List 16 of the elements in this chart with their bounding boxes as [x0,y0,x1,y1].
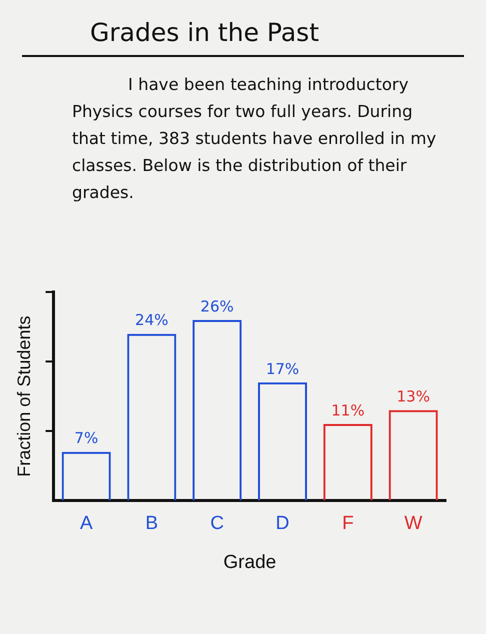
x-tick-label: W [404,513,422,534]
x-tick-label: C [210,513,224,534]
data-label: 7% [74,429,98,448]
x-tick-label: D [276,513,290,534]
y-axis-title: Fraction of Students [14,316,34,477]
chart-title: Grades in the Past [22,18,464,57]
data-label: 26% [200,297,234,316]
text: I have been teaching introductory Physics courses for two full years. During that time, 383 students have enrolled in my classes. Below is the distribution of their grades. [72,74,438,204]
data-label: 11% [331,401,365,420]
data-label: 13% [396,388,430,406]
x-tick-label: B [145,513,158,534]
x-axis-title: Grade [223,552,276,573]
x-tick-label: A [80,513,93,534]
data-label: 17% [266,360,300,378]
data-label: 24% [135,311,168,330]
x-tick-label: F [342,513,354,534]
